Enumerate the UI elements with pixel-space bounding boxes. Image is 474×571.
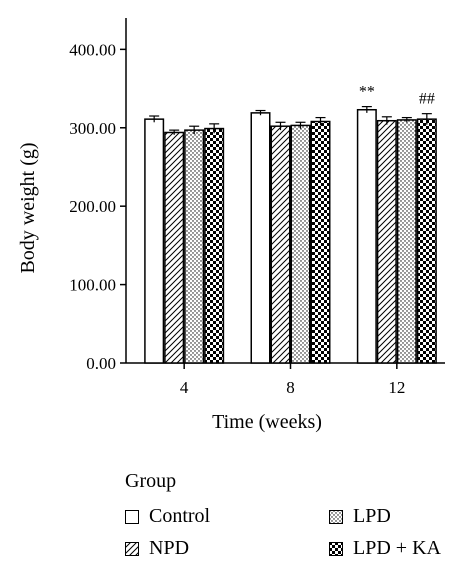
bar: [204, 127, 225, 364]
bar: [270, 125, 291, 364]
legend-label-lpd: LPD: [353, 505, 391, 527]
legend-item-lpd-ka: LPD + KA: [329, 537, 441, 560]
y-tick-label: 400.00: [69, 40, 116, 59]
legend-label-npd: NPD: [149, 537, 190, 559]
y-axis-title: Body weight (g): [17, 142, 39, 273]
x-tick-label: 8: [286, 378, 295, 397]
bar: [290, 124, 311, 364]
x-tick-label: 4: [180, 378, 189, 397]
bar: [376, 119, 397, 364]
plot-area: 0.00 100.00 200.00 300.00 400.00 4 8 12 ** ##: [69, 18, 445, 397]
y-tick-label: 100.00: [69, 276, 116, 295]
bar: [144, 118, 165, 364]
legend-title: Group: [125, 470, 177, 492]
legend-label-lpd-ka: LPD + KA: [353, 537, 441, 559]
bar: [184, 129, 205, 364]
y-tick-label: 200.00: [69, 197, 116, 216]
x-axis-title: Time (weeks): [212, 411, 322, 433]
legend-item-lpd: LPD: [329, 505, 391, 528]
legend-item-control: Control: [125, 505, 210, 528]
bar: [310, 120, 331, 364]
legend-swatch-npd: [125, 541, 139, 556]
y-tick-label: 300.00: [69, 119, 116, 138]
legend-swatch-control: [125, 509, 139, 524]
bar: [356, 108, 377, 364]
legend-swatch-lpd: [329, 509, 343, 524]
bar: [416, 118, 437, 364]
bar: [164, 131, 185, 364]
legend-label-control: Control: [149, 505, 211, 527]
x-tick-label: 12: [388, 378, 405, 397]
bar-chart: Body weight (g) Time (weeks) 0.00 100.00 2…: [17, 18, 445, 433]
y-tick-label: 0.00: [86, 354, 116, 373]
legend-swatch-lpd-ka: [329, 541, 343, 556]
legend-item-npd: NPD: [125, 537, 189, 560]
bar: [396, 119, 417, 364]
bar: [250, 112, 271, 364]
significance-marker: **: [359, 84, 375, 101]
significance-marker: ##: [419, 91, 435, 108]
